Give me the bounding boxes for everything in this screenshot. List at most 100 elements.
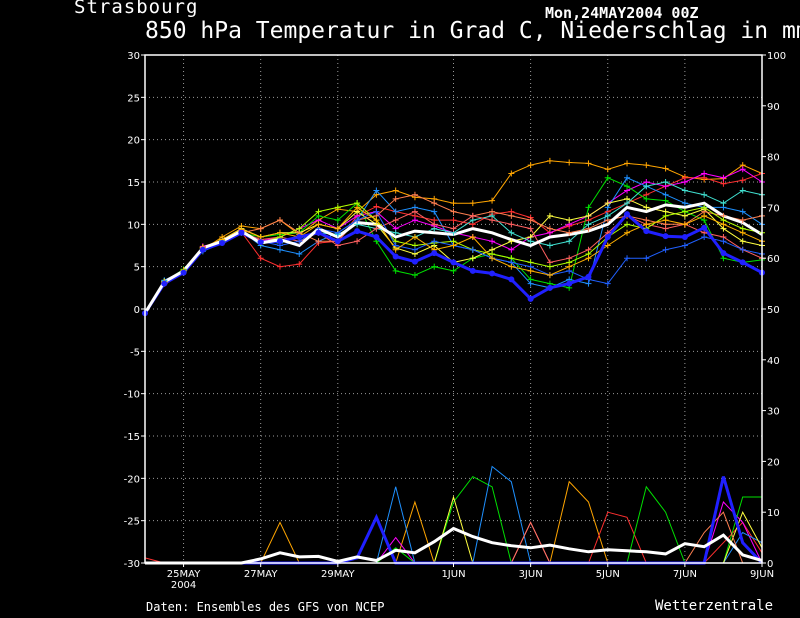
temp-member-point: [739, 187, 746, 194]
temp-control-point: [624, 211, 631, 218]
temp-member-point: [257, 234, 264, 241]
temp-member-point: [296, 225, 303, 232]
temp-control-point: [489, 270, 496, 277]
temp-member-point: [334, 204, 341, 211]
temp-member-point: [701, 234, 708, 241]
y-left-tick-label: -30: [124, 559, 140, 570]
temp-control-point: [411, 258, 418, 265]
temp-member-point: [411, 246, 418, 253]
temp-member-point: [701, 204, 708, 211]
x-tick-label: 5JUN: [596, 569, 620, 580]
temp-member-point: [546, 212, 553, 219]
temp-member-point: [296, 250, 303, 257]
temp-control-point: [354, 228, 361, 235]
temp-member-point: [624, 200, 631, 207]
temp-member-point: [276, 229, 283, 236]
temp-member-point: [489, 197, 496, 204]
temp-member-point: [585, 212, 592, 219]
temp-member-point: [643, 162, 650, 169]
temp-member-point: [469, 212, 476, 219]
temp-member-point: [527, 238, 534, 245]
temp-member-point: [739, 217, 746, 224]
temp-member-point: [354, 217, 361, 224]
temp-control-point: [720, 250, 727, 257]
temp-member-point: [392, 195, 399, 202]
temp-member-point: [469, 234, 476, 241]
temp-control-point: [238, 229, 245, 236]
y-right-tick-label: 0: [767, 559, 773, 570]
y-left-tick-label: 15: [127, 178, 140, 189]
temp-member-point: [681, 242, 688, 249]
temp-control-point: [662, 233, 669, 240]
temp-control-point: [450, 259, 457, 266]
temp-member-point: [276, 263, 283, 270]
y-left-tick-label: 30: [127, 51, 140, 62]
temp-member-point: [469, 246, 476, 253]
temp-member-point: [720, 180, 727, 187]
precip-mean-line: [145, 526, 763, 565]
run-time-label: Mon,24MAY2004 00Z: [545, 4, 699, 22]
temp-member-point: [566, 238, 573, 245]
data-credit: Daten: Ensembles des GFS von NCEP: [146, 600, 385, 614]
temp-member-point: [469, 200, 476, 207]
temperature-markers: [142, 157, 765, 317]
temp-control-point: [643, 228, 650, 235]
temp-member-point: [604, 242, 611, 249]
temp-member-point: [624, 174, 631, 181]
temp-member-point: [662, 165, 669, 172]
y-right-tick-label: 40: [767, 356, 780, 367]
y-left-tick-label: 20: [127, 136, 140, 147]
temp-member-point: [450, 242, 457, 249]
temp-member-point: [739, 166, 746, 173]
temp-member-point: [508, 246, 515, 253]
temp-member-point: [624, 221, 631, 228]
temp-control-point: [334, 238, 341, 245]
y-left-tick-label: -10: [124, 390, 140, 401]
temp-member-point: [469, 255, 476, 262]
y-axis-left-ticks: 30 25 20 15 10 5 0 -5 -10 -15 -20 -25 -30: [124, 51, 145, 570]
temp-member-point: [392, 217, 399, 224]
temp-member-point: [334, 225, 341, 232]
temp-member-point: [257, 225, 264, 232]
temp-member-point: [662, 179, 669, 185]
y-left-tick-label: 10: [127, 220, 140, 231]
temp-member-line: [144, 198, 763, 314]
temp-control-point: [161, 280, 168, 287]
x-tick-label: 29MAY: [321, 569, 355, 580]
temp-member-point: [450, 267, 457, 274]
temp-member-point: [585, 204, 592, 211]
temp-member-point: [681, 221, 688, 228]
temp-member-point: [450, 217, 457, 224]
y-left-tick-label: -5: [130, 347, 140, 358]
temp-member-point: [604, 280, 611, 287]
temp-member-point: [508, 229, 515, 236]
temp-member-point: [662, 197, 669, 204]
brand-label: Wetterzentrale: [655, 598, 774, 614]
temp-member-point: [701, 191, 708, 198]
y-right-tick-label: 10: [767, 508, 780, 519]
temp-member-point: [566, 217, 573, 224]
y-left-tick-label: -15: [124, 432, 140, 443]
temp-member-point: [431, 238, 438, 245]
temp-member-point: [604, 166, 611, 173]
temp-member-point: [739, 208, 746, 215]
temp-control-point: [585, 273, 592, 280]
temp-control-point: [604, 234, 611, 241]
y-right-tick-label: 90: [767, 102, 780, 113]
y-left-tick-label: 25: [127, 93, 140, 104]
temp-member-point: [604, 212, 611, 219]
temp-member-point: [624, 183, 631, 190]
plot-grid: [145, 55, 762, 563]
y-right-tick-label: 50: [767, 305, 780, 316]
temp-member-point: [701, 212, 708, 219]
x-tick-label: 27MAY: [244, 569, 278, 580]
temp-member-point: [701, 170, 708, 177]
temp-member-point: [585, 255, 592, 262]
temp-member-point: [315, 221, 322, 228]
temp-member-point: [411, 234, 418, 241]
x-tick-label: 25MAY: [167, 569, 201, 580]
temp-control-point: [392, 253, 399, 260]
temp-member-point: [739, 246, 746, 253]
temp-member-point: [315, 208, 322, 215]
